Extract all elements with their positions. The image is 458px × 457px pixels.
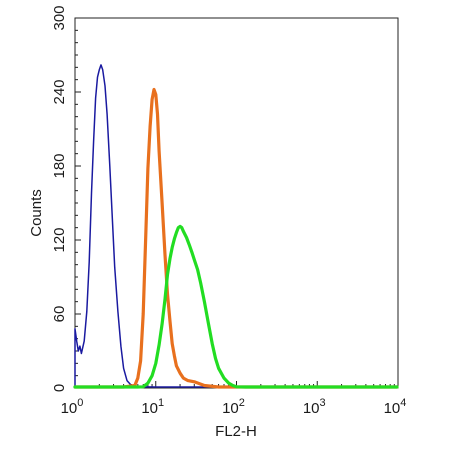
x-tick-label: 101	[141, 397, 164, 417]
y-tick-label: 240	[51, 79, 68, 104]
y-axis-tick-labels: 0 60 120 180 240 300	[51, 5, 68, 392]
x-axis-label: FL2-H	[215, 423, 257, 440]
histogram-series-3	[73, 224, 399, 389]
y-tick-label: 300	[51, 5, 68, 30]
x-tick-label: 102	[222, 397, 245, 417]
x-axis-tick-labels: 100 101 102 103 104	[61, 397, 407, 417]
histogram-series-1	[74, 64, 398, 388]
x-tick-label: 100	[61, 397, 84, 417]
y-axis-label: Counts	[28, 189, 45, 237]
y-tick-label: 180	[51, 153, 68, 178]
series-layer	[73, 64, 399, 389]
plot-frame	[74, 17, 399, 389]
x-tick-label: 104	[384, 397, 407, 417]
y-tick-label: 120	[51, 227, 68, 252]
x-tick-label: 103	[303, 397, 326, 417]
y-axis-ticks	[75, 17, 81, 389]
y-tick-label: 0	[51, 384, 68, 392]
y-tick-label: 60	[51, 306, 68, 323]
histogram-series-2	[73, 87, 399, 389]
